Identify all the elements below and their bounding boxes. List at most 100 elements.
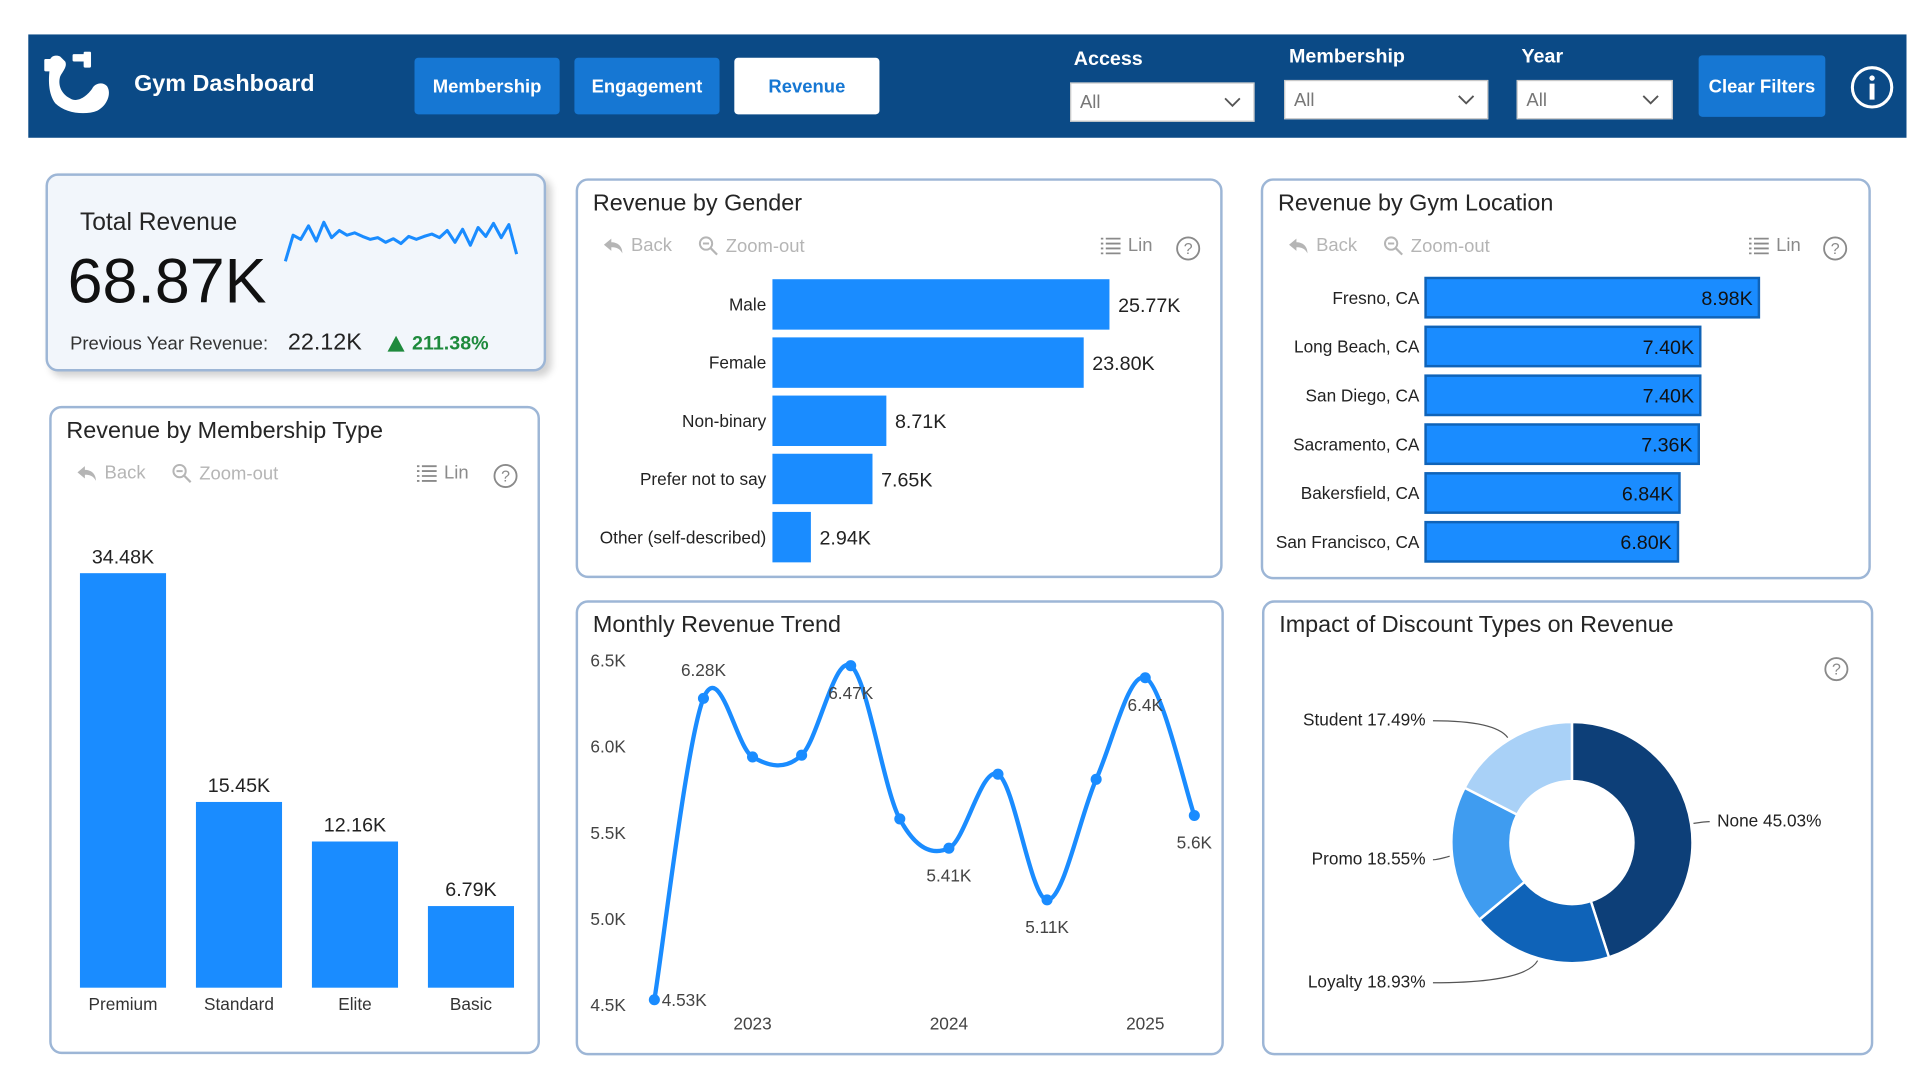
bar-5[interactable] bbox=[1424, 520, 1680, 563]
category-label: Prefer not to say bbox=[640, 469, 767, 489]
chevron-down-icon bbox=[1224, 97, 1241, 108]
x-tick-label: 2025 bbox=[1126, 1014, 1164, 1034]
revenue-sparkline bbox=[283, 220, 519, 262]
trend-point[interactable] bbox=[1041, 894, 1053, 906]
info-icon[interactable] bbox=[1849, 64, 1896, 111]
filter-year-select[interactable]: All bbox=[1516, 79, 1673, 120]
slice-label: None 45.03% bbox=[1717, 811, 1821, 831]
trend-point[interactable] bbox=[943, 842, 955, 854]
zoom-out-icon bbox=[172, 463, 192, 483]
bar-value-label: 8.98K bbox=[1701, 288, 1752, 310]
help-icon[interactable]: ? bbox=[1822, 235, 1849, 262]
kpi-prev-value: 22.12K bbox=[287, 329, 362, 356]
zoom-out-button[interactable]: Zoom-out bbox=[697, 235, 805, 257]
category-label: Other (self-described) bbox=[600, 527, 767, 547]
tab-membership[interactable]: Membership bbox=[414, 57, 560, 115]
help-icon[interactable]: ? bbox=[1823, 656, 1850, 683]
slice-label: Promo 18.55% bbox=[1312, 849, 1426, 869]
bar-1[interactable] bbox=[772, 337, 1084, 388]
trend-point[interactable] bbox=[796, 749, 808, 761]
trend-point[interactable] bbox=[1090, 773, 1102, 785]
trend-point[interactable] bbox=[697, 692, 709, 704]
zoom-out-button[interactable]: Zoom-out bbox=[171, 462, 278, 484]
point-value-label: 5.6K bbox=[1177, 833, 1213, 853]
zoom-label: Zoom-out bbox=[199, 463, 279, 485]
trend-line bbox=[652, 662, 1197, 1001]
trend-point[interactable] bbox=[648, 994, 660, 1006]
bar-value-label: 7.40K bbox=[1643, 337, 1694, 359]
discount-donut-chart: None 45.03% Loyalty 18.93% Promo 18.55% Stu… bbox=[1303, 710, 1821, 992]
trend-point[interactable] bbox=[1139, 672, 1151, 684]
bar-value-label: 6.79K bbox=[445, 879, 496, 901]
filter-membership-select[interactable]: All bbox=[1284, 79, 1489, 120]
list-icon bbox=[416, 464, 437, 482]
svg-text:?: ? bbox=[1184, 241, 1193, 258]
chart-toolbar: Back Zoom-out Lin ? bbox=[76, 462, 531, 492]
bar-0[interactable] bbox=[1424, 276, 1761, 319]
bar-0[interactable] bbox=[772, 279, 1110, 330]
bar-2[interactable] bbox=[772, 395, 887, 446]
category-label: Sacramento, CA bbox=[1293, 434, 1420, 454]
bar-4[interactable] bbox=[1424, 472, 1681, 514]
bar-value-label: 15.45K bbox=[208, 775, 270, 797]
bar-value-label: 2.94K bbox=[819, 528, 870, 550]
bar-2[interactable] bbox=[1424, 374, 1702, 417]
svg-text:?: ? bbox=[1832, 662, 1841, 679]
category-label: Bakersfield, CA bbox=[1301, 483, 1420, 503]
bar-elite[interactable] bbox=[311, 841, 399, 988]
gender-chart-title: Revenue by Gender bbox=[592, 190, 803, 217]
trend-point[interactable] bbox=[1188, 809, 1200, 822]
donut-slice-promo[interactable] bbox=[1450, 786, 1527, 922]
tab-revenue[interactable]: Revenue bbox=[734, 57, 880, 115]
help-icon[interactable]: ? bbox=[1175, 235, 1202, 262]
back-button[interactable]: Back bbox=[1288, 235, 1357, 256]
trend-point[interactable] bbox=[992, 768, 1004, 780]
bar-standard[interactable] bbox=[195, 801, 283, 988]
total-revenue-card: Total Revenue 68.87K Previous Year Reven… bbox=[45, 173, 547, 372]
back-button[interactable]: Back bbox=[76, 462, 146, 483]
bar-1[interactable] bbox=[1424, 325, 1702, 368]
zoom-out-button[interactable]: Zoom-out bbox=[1383, 235, 1490, 257]
back-label: Back bbox=[630, 234, 673, 256]
lin-button[interactable]: Lin bbox=[1100, 235, 1153, 256]
y-tick-label: 6.0K bbox=[590, 737, 626, 757]
filter-access-select[interactable]: All bbox=[1070, 82, 1255, 122]
tab-engagement[interactable]: Engagement bbox=[574, 57, 720, 115]
filter-membership-value: All bbox=[1293, 89, 1315, 111]
sparkline-path bbox=[283, 220, 519, 262]
point-value-label: 5.11K bbox=[1025, 917, 1069, 937]
svg-text:?: ? bbox=[501, 469, 510, 486]
lin-label: Lin bbox=[444, 462, 469, 484]
bar-3[interactable] bbox=[1424, 423, 1700, 466]
category-label: Male bbox=[729, 295, 766, 315]
bar-basic[interactable] bbox=[427, 906, 515, 988]
category-label: Basic bbox=[450, 994, 492, 1014]
clear-filters-button[interactable]: Clear Filters bbox=[1698, 55, 1826, 117]
back-button[interactable]: Back bbox=[603, 235, 672, 256]
category-label: Long Beach, CA bbox=[1294, 337, 1420, 357]
lin-button[interactable]: Lin bbox=[416, 462, 469, 483]
bar-3[interactable] bbox=[772, 453, 873, 505]
monthly-trend-line-chart: 4.5K 5.0K 5.5K 6.0K 6.5K 2023 2024 2025 4.53K 6.2… bbox=[590, 651, 1213, 1034]
trend-chart-title: Monthly Revenue Trend bbox=[592, 612, 841, 639]
donut-slice-none[interactable] bbox=[1570, 720, 1694, 959]
help-icon[interactable]: ? bbox=[492, 462, 519, 489]
donut-slice-student[interactable] bbox=[1462, 720, 1574, 817]
trend-point[interactable] bbox=[894, 813, 906, 825]
trend-point[interactable] bbox=[747, 751, 759, 763]
category-label: Premium bbox=[89, 994, 158, 1014]
back-label: Back bbox=[1316, 234, 1358, 256]
bar-premium[interactable] bbox=[79, 573, 167, 988]
chart-toolbar: Back Zoom-out Lin ? bbox=[1288, 235, 1866, 265]
bar-value-label: 23.80K bbox=[1092, 353, 1154, 375]
kpi-title: Total Revenue bbox=[79, 209, 238, 237]
bar-value-label: 34.48K bbox=[92, 546, 154, 568]
bar-4[interactable] bbox=[772, 511, 811, 563]
filter-access-value: All bbox=[1079, 91, 1101, 113]
lin-button[interactable]: Lin bbox=[1748, 235, 1801, 256]
bar-value-label: 8.71K bbox=[895, 411, 946, 433]
zoom-out-icon bbox=[698, 236, 718, 256]
trend-point[interactable] bbox=[845, 660, 857, 672]
bar-value-label: 7.36K bbox=[1641, 435, 1692, 457]
lin-label: Lin bbox=[1776, 234, 1801, 256]
